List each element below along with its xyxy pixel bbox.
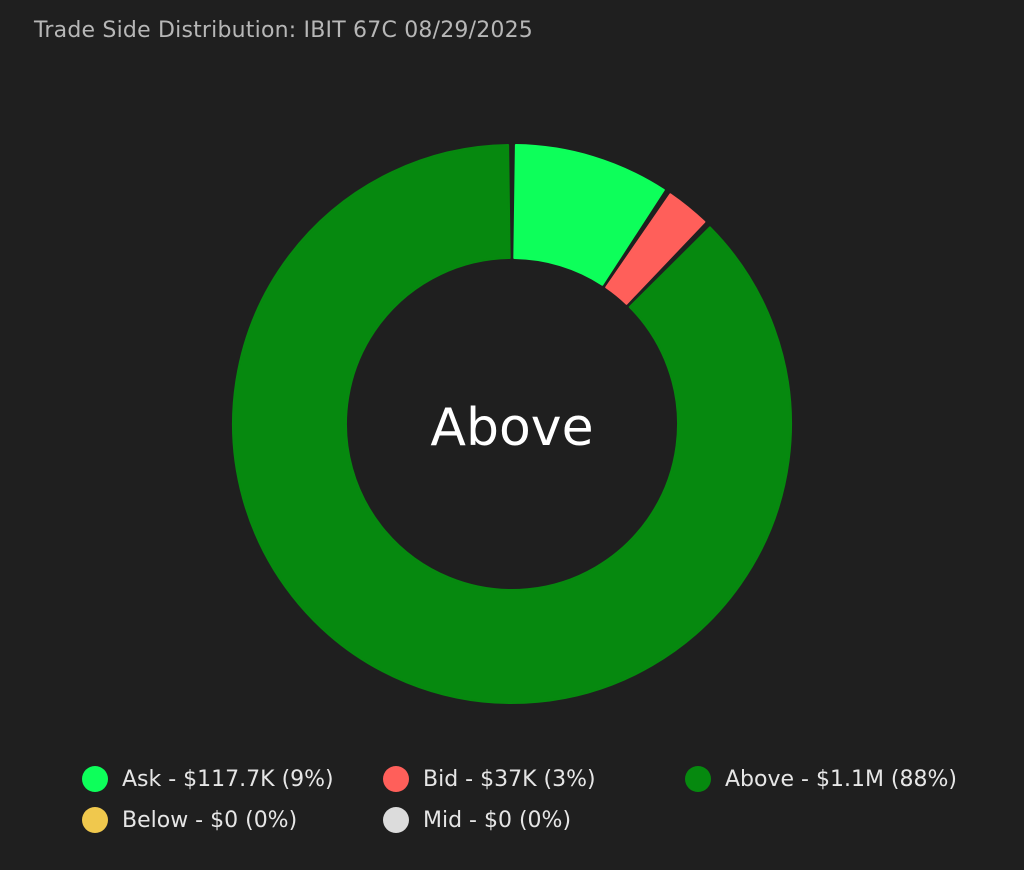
slice-above[interactable] (232, 144, 792, 704)
legend-label-ask: Ask - $117.7K (9%) (122, 766, 334, 792)
donut-center-label: Above (430, 398, 593, 458)
donut-slices (232, 144, 792, 704)
slice-ask[interactable] (513, 144, 665, 286)
legend-item-above[interactable]: Above - $1.1M (88%) (685, 762, 957, 796)
legend-label-above: Above - $1.1M (88%) (725, 766, 957, 792)
legend-dot-ask (82, 766, 108, 792)
legend-item-ask[interactable]: Ask - $117.7K (9%) (82, 762, 334, 796)
legend-item-below[interactable]: Below - $0 (0%) (82, 803, 297, 837)
legend-item-mid[interactable]: Mid - $0 (0%) (383, 803, 571, 837)
legend-dot-mid (383, 807, 409, 833)
legend-dot-above (685, 766, 711, 792)
slice-bid[interactable] (605, 193, 706, 305)
legend-label-bid: Bid - $37K (3%) (423, 766, 596, 792)
legend-label-below: Below - $0 (0%) (122, 807, 298, 833)
chart-title: Trade Side Distribution: IBIT 67C 08/29/… (34, 18, 533, 43)
legend-dot-bid (383, 766, 409, 792)
legend-label-mid: Mid - $0 (0%) (423, 807, 572, 833)
legend-item-bid[interactable]: Bid - $37K (3%) (383, 762, 596, 796)
legend-dot-below (82, 807, 108, 833)
